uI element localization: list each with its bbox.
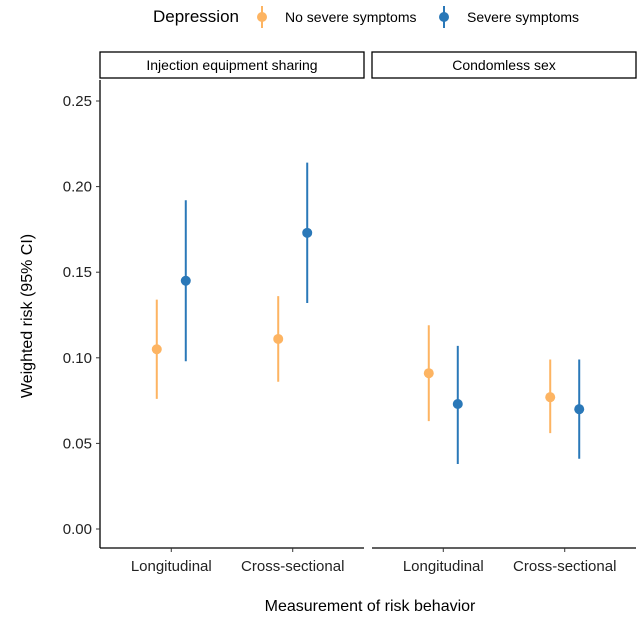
x-tick-label: Longitudinal	[403, 558, 484, 575]
point-estimate	[273, 333, 284, 344]
point-estimate	[452, 399, 463, 410]
y-tick-label: 0.00	[63, 521, 92, 538]
point-estimate	[423, 368, 434, 379]
facet-strip-right-label: Condomless sex	[452, 57, 556, 73]
facet-strip-right: Condomless sex	[371, 51, 637, 79]
x-tick-label: Cross-sectional	[241, 558, 344, 575]
x-axis-title: Measurement of risk behavior	[265, 598, 476, 615]
x-tick-label: Cross-sectional	[513, 558, 616, 575]
data-marks	[151, 162, 585, 464]
legend-label-severe: Severe symptoms	[467, 9, 579, 25]
point-estimate	[574, 404, 585, 415]
facet-strip-left: Injection equipment sharing	[99, 51, 365, 79]
y-tick-label: 0.25	[63, 93, 92, 110]
point-estimate	[545, 392, 556, 403]
legend: Depression No severe symptoms Severe sym…	[153, 6, 579, 28]
point-estimate	[180, 275, 191, 286]
y-axis-ticks: 0.00 0.05 0.10 0.15 0.20 0.25	[63, 93, 100, 538]
y-axis-title: Weighted risk (95% CI)	[19, 234, 36, 398]
y-tick-label: 0.05	[63, 435, 92, 452]
legend-entry-severe: Severe symptoms	[439, 6, 579, 28]
x-tick-label: Longitudinal	[131, 558, 212, 575]
legend-entry-no-severe: No severe symptoms	[257, 6, 416, 28]
y-tick-label: 0.15	[63, 264, 92, 281]
facet-strip-left-label: Injection equipment sharing	[146, 57, 317, 73]
legend-title: Depression	[153, 7, 239, 26]
point-estimate	[151, 344, 162, 355]
point-estimate	[302, 227, 313, 238]
legend-key-dot-severe	[439, 12, 449, 22]
facet-strip-left-box	[99, 51, 365, 79]
y-tick-label: 0.20	[63, 179, 92, 196]
y-tick-label: 0.10	[63, 350, 92, 367]
legend-key-dot-no-severe	[257, 12, 267, 22]
legend-label-no-severe: No severe symptoms	[285, 9, 416, 25]
x-axis-ticks: Longitudinal Cross-sectional Longitudinal C…	[131, 548, 616, 575]
facet-strip-right-box	[371, 51, 637, 79]
